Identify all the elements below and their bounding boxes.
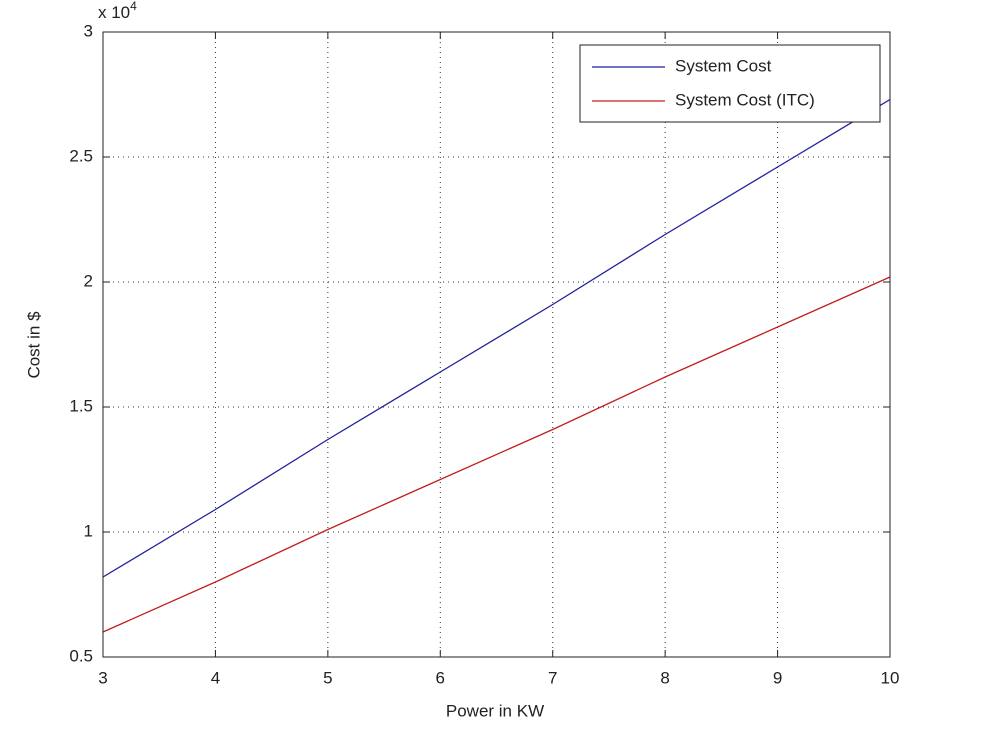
x-tick-label: 6 <box>436 668 445 687</box>
axes-box <box>102 31 891 658</box>
series-line <box>102 276 891 633</box>
y-tick-label: 0.5 <box>69 646 93 665</box>
multiplier-base: x 10 <box>98 3 130 22</box>
y-tick-label: 2 <box>84 271 93 290</box>
x-axis-label: Power in KW <box>446 701 544 720</box>
x-tick-label: 8 <box>660 668 669 687</box>
y-tick-label: 3 <box>84 21 93 40</box>
y-axis-label: Cost in $ <box>24 311 43 379</box>
y-tick-label: 2.5 <box>69 146 93 165</box>
legend-label: System Cost <box>675 56 772 75</box>
x-tick-label: 3 <box>98 668 107 687</box>
x-tick-label: 7 <box>548 668 557 687</box>
y-tick-label: 1 <box>84 521 93 540</box>
legend: System Cost System Cost (ITC) <box>579 44 881 123</box>
legend-box <box>579 44 881 123</box>
multiplier-exponent: 4 <box>130 0 137 13</box>
series-line <box>102 98 891 578</box>
x-tick-label: 5 <box>323 668 332 687</box>
x-tick-label: 9 <box>773 668 782 687</box>
legend-label: System Cost (ITC) <box>675 90 815 109</box>
y-tick-label: 1.5 <box>69 396 93 415</box>
x-tick-label: 10 <box>881 668 900 687</box>
y-multiplier: x 104 <box>98 0 137 22</box>
x-tick-label: 4 <box>211 668 220 687</box>
